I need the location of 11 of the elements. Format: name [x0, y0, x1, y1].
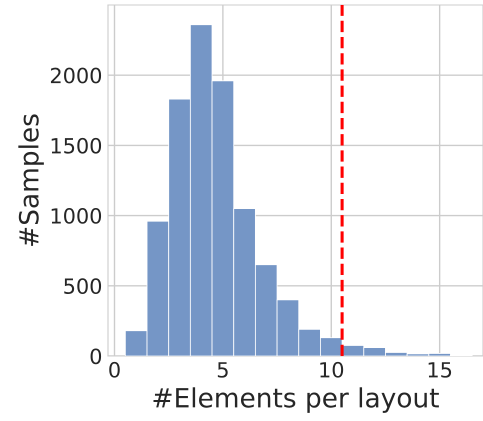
- y-tick-label: 1000: [52, 208, 102, 224]
- x-tick-label: 0: [109, 362, 120, 378]
- y-tick-label: 0: [90, 348, 102, 364]
- x-axis-title: #Elements per layout: [154, 387, 439, 413]
- x-tick-label: 5: [218, 362, 228, 378]
- x-tick-label: 10: [320, 362, 344, 378]
- x-tick-label: 15: [428, 362, 452, 378]
- y-tick-label: 2000: [50, 68, 102, 84]
- y-tick-label: 500: [64, 278, 102, 294]
- y-tick-label: 1500: [52, 138, 102, 154]
- y-axis-title: #Samples: [18, 114, 44, 246]
